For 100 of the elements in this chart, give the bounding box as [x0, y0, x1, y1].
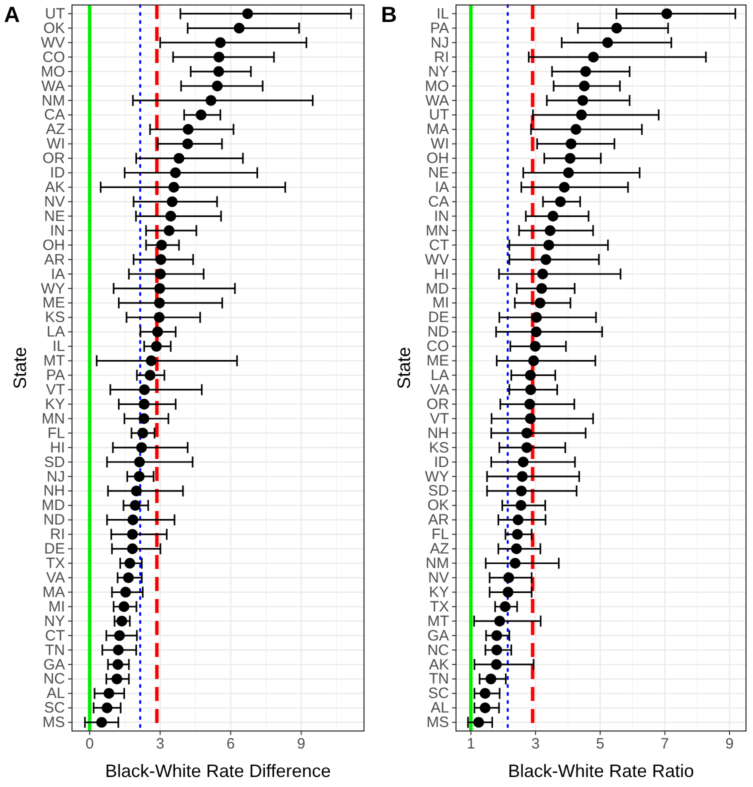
x-tick-label: 6 — [226, 736, 235, 753]
y-axis-title: State — [394, 346, 414, 390]
point — [234, 22, 245, 34]
point — [486, 674, 496, 684]
y-tick-label: KS — [428, 439, 449, 456]
y-tick-label: OH — [42, 236, 65, 254]
y-tick-label: WI — [46, 136, 65, 153]
y-tick-label: VT — [430, 410, 449, 428]
point — [154, 312, 165, 323]
y-tick-label: ID — [50, 164, 66, 182]
y-tick-label: OR — [426, 396, 450, 413]
y-tick-label: MD — [426, 280, 450, 298]
y-tick-label: NM — [426, 555, 449, 572]
y-tick-label: NE — [428, 164, 449, 182]
y-tick-label: MI — [48, 598, 65, 616]
y-tick-label: CT — [429, 236, 449, 254]
point — [102, 702, 112, 714]
y-tick-label: IN — [50, 222, 65, 240]
y-tick-label: MO — [424, 78, 449, 95]
point — [491, 644, 502, 656]
y-tick-label: KY — [44, 396, 65, 413]
point — [154, 298, 165, 308]
y-tick-label: KY — [428, 584, 449, 601]
point — [537, 268, 548, 280]
y-tick-label: AR — [428, 512, 450, 529]
point — [212, 80, 223, 92]
point — [516, 500, 526, 511]
point — [118, 601, 130, 612]
y-tick-label: KS — [44, 309, 65, 326]
y-tick-label: NH — [427, 424, 449, 442]
y-axis-title: State — [10, 346, 30, 390]
chart-title: B — [381, 2, 397, 27]
point — [146, 355, 157, 366]
point — [536, 283, 548, 294]
point — [139, 384, 150, 396]
x-tick-label: 3 — [531, 736, 540, 753]
point — [480, 688, 490, 699]
y-tick-label: MI — [432, 294, 449, 312]
point — [510, 558, 521, 569]
point — [137, 428, 148, 438]
point — [516, 471, 528, 482]
point — [531, 312, 542, 323]
point — [528, 355, 539, 366]
point — [112, 659, 124, 670]
point — [131, 486, 142, 496]
point — [174, 152, 184, 164]
y-tick-label: WA — [425, 92, 449, 110]
y-tick-label: NH — [43, 482, 65, 500]
point — [525, 413, 536, 424]
point — [516, 486, 527, 496]
point — [540, 254, 552, 265]
y-tick-label: WV — [424, 251, 449, 268]
point — [544, 225, 556, 236]
point — [214, 52, 224, 62]
y-tick-label: ND — [43, 512, 66, 529]
point — [114, 630, 125, 641]
y-tick-label: TN — [429, 670, 449, 688]
y-tick-label: SD — [44, 454, 66, 471]
point — [144, 370, 156, 381]
y-tick-label: OR — [42, 150, 66, 168]
y-tick-label: FL — [431, 526, 449, 544]
y-tick-label: HI — [50, 439, 65, 456]
y-tick-label: UT — [429, 106, 449, 124]
point — [577, 95, 588, 106]
y-tick-label: WV — [40, 34, 65, 52]
y-tick-label: DE — [44, 540, 65, 558]
y-tick-label: AZ — [46, 121, 65, 138]
point — [168, 182, 180, 193]
y-tick-label: PA — [430, 20, 449, 37]
y-tick-label: ID — [434, 454, 450, 471]
y-tick-label: LA — [46, 324, 65, 341]
y-tick-label: HI — [434, 266, 449, 283]
y-tick-label: NC — [43, 670, 66, 688]
point — [512, 514, 524, 526]
point — [555, 196, 566, 208]
y-tick-label: MA — [42, 584, 65, 601]
x-tick-label: 1 — [466, 736, 476, 753]
point — [154, 283, 166, 294]
chart-title: A — [4, 2, 20, 27]
y-tick-label: RI — [434, 48, 449, 66]
point — [491, 659, 502, 670]
y-tick-label: OK — [43, 20, 65, 37]
x-axis-title: Black-White Rate Difference — [105, 761, 331, 781]
y-tick-label: UT — [45, 5, 65, 22]
y-tick-label: IA — [50, 266, 65, 283]
y-tick-label: MS — [42, 714, 65, 732]
point — [242, 8, 253, 20]
point — [156, 254, 166, 265]
point — [570, 124, 582, 135]
point — [502, 586, 514, 598]
point — [196, 110, 206, 120]
y-tick-label: SC — [428, 685, 450, 702]
x-tick-label: 5 — [596, 736, 604, 753]
y-tick-label: MS — [426, 714, 449, 732]
y-tick-label: NY — [428, 63, 449, 80]
y-tick-label: AZ — [430, 540, 449, 558]
y-tick-label: DE — [428, 309, 449, 326]
point — [602, 37, 613, 48]
y-tick-label: OK — [427, 497, 449, 514]
y-tick-label: SD — [428, 482, 450, 500]
